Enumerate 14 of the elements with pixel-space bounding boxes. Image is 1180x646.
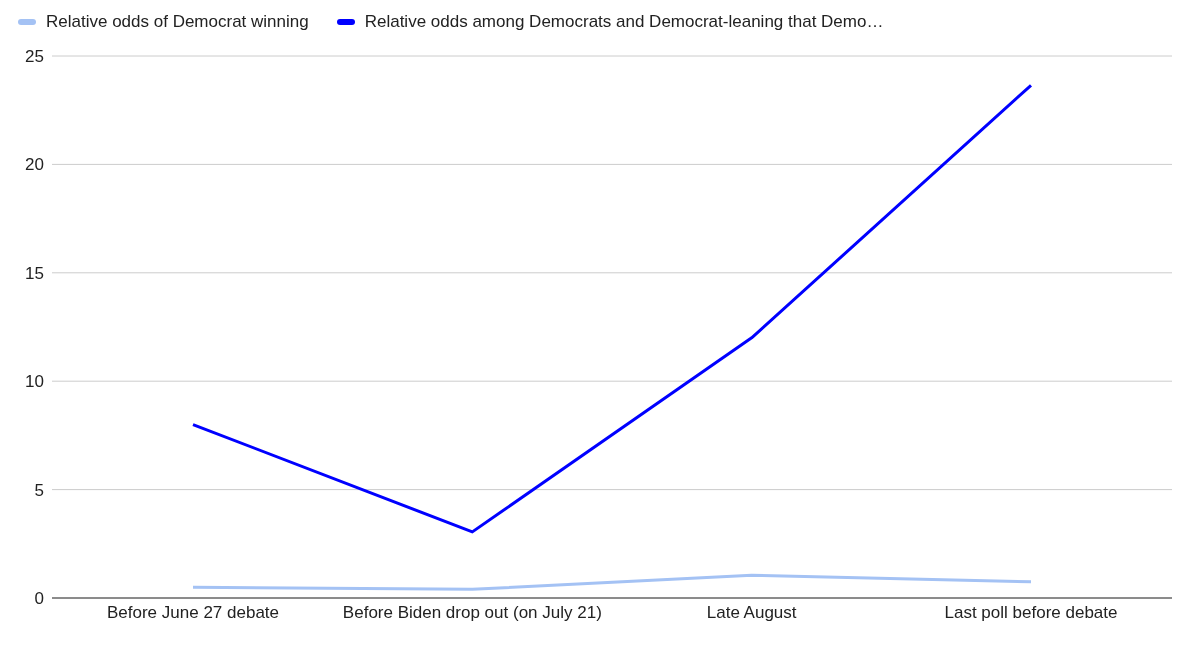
x-tick-label: Before Biden drop out (on July 21) — [342, 603, 602, 623]
legend-label: Relative odds among Democrats and Democrat-leaning that Demo… — [364, 12, 884, 32]
legend-label: Relative odds of Democrat winning — [46, 12, 309, 32]
y-tick-label: 5 — [34, 480, 44, 500]
x-tick-label: Before June 27 debate — [106, 603, 280, 623]
y-tick-label: 25 — [25, 47, 44, 67]
line-series — [191, 83, 1033, 534]
x-tick-label: Last poll before debate — [944, 603, 1118, 623]
y-tick-label: 0 — [34, 589, 44, 609]
y-tick-label: 10 — [25, 372, 44, 392]
line-series — [191, 573, 1033, 591]
x-tick-label: Late August — [706, 603, 797, 623]
y-tick-label: 15 — [25, 263, 44, 283]
y-tick-label: 20 — [25, 155, 44, 175]
